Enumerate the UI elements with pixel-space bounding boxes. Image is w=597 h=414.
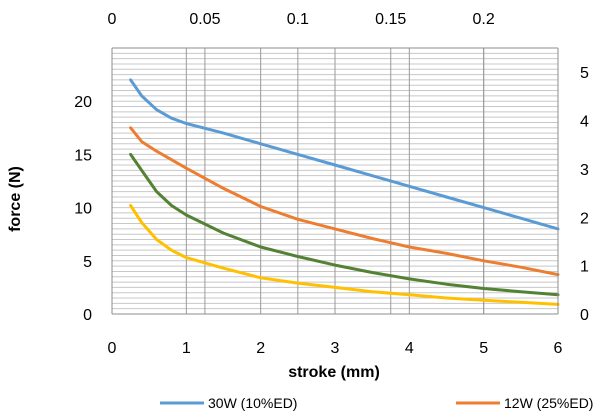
x-tick-label: 0	[108, 340, 117, 357]
legend: 30W (10%ED) 12W (25%ED)	[160, 395, 593, 411]
y-tick-label: 5	[83, 254, 92, 271]
series-line-3	[129, 152, 560, 297]
x-tick-label: 2	[256, 340, 265, 357]
top-x-tick-label: 0.2	[473, 11, 495, 28]
x-tick-label: 3	[331, 340, 340, 357]
series-lines	[129, 78, 560, 306]
top-x-tick-label: 0.05	[189, 11, 220, 28]
top-x-tick-label: 0	[108, 11, 117, 28]
right-y-tick-label: 2	[580, 210, 589, 227]
top-x-tick-label: 0.15	[375, 11, 406, 28]
series-line-4	[129, 204, 560, 306]
legend-label-series-2: 12W (25%ED)	[504, 395, 593, 411]
x-tick-label: 5	[479, 340, 488, 357]
top-x-tick-label: 0.1	[287, 11, 309, 28]
x-tick-label: 4	[405, 340, 414, 357]
legend-label-series-1: 30W (10%ED)	[208, 395, 297, 411]
series-line-1	[129, 78, 560, 231]
x-tick-label: 1	[182, 340, 191, 357]
right-y-tick-label: 1	[580, 259, 589, 276]
x-axis-title: stroke (mm)	[288, 364, 380, 381]
y-tick-label: 0	[83, 307, 92, 324]
y-tick-label: 10	[74, 201, 92, 218]
right-y-tick-label: 4	[580, 114, 589, 131]
right-y-tick-label: 5	[580, 65, 589, 82]
right-y-tick-label: 0	[580, 307, 589, 324]
y-axis-title: force (N)	[7, 166, 24, 232]
x-tick-label: 6	[554, 340, 563, 357]
y-tick-label: 15	[74, 147, 92, 164]
right-y-tick-label: 3	[580, 162, 589, 179]
series-line-2	[129, 126, 560, 277]
y-tick-label: 20	[74, 94, 92, 111]
gridlines	[112, 48, 558, 314]
plot-frame	[111, 47, 559, 315]
